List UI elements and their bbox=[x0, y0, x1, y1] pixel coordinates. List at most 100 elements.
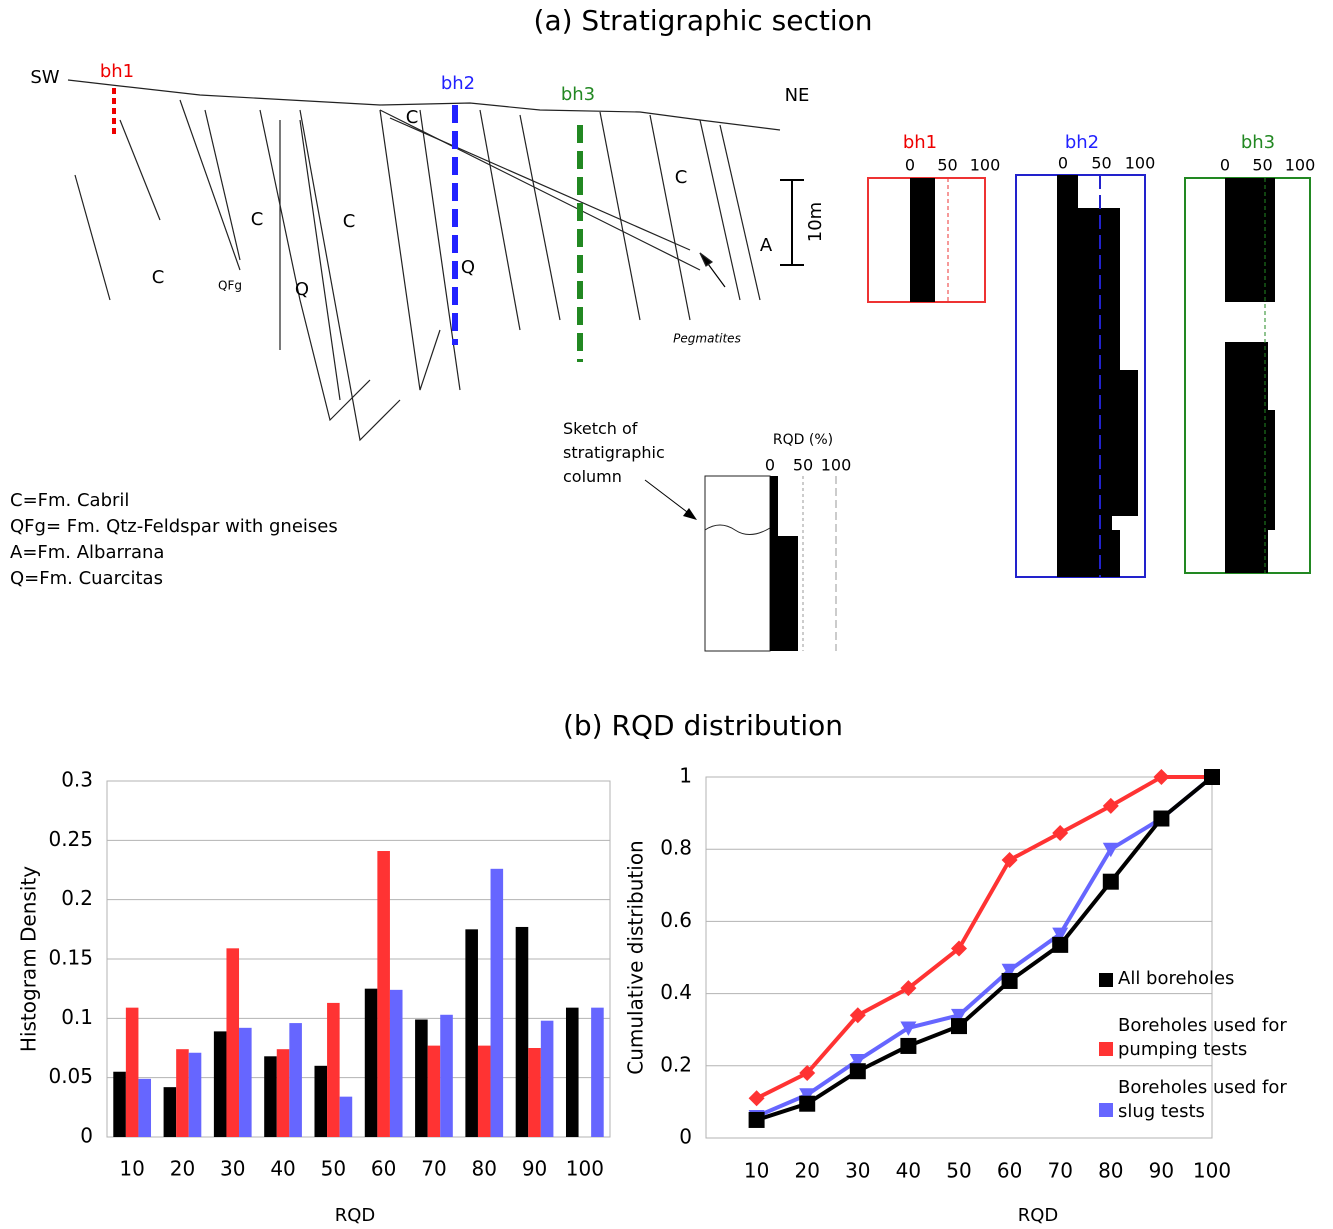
rqd-tick-label: 50 bbox=[1091, 154, 1111, 173]
unit-legend: C=Fm. Cabril bbox=[10, 490, 129, 511]
bar bbox=[226, 948, 240, 1137]
y-tick-label: 0.1 bbox=[61, 1005, 93, 1029]
unit-label: C bbox=[675, 167, 688, 188]
bar bbox=[188, 1052, 202, 1137]
bar bbox=[176, 1049, 189, 1137]
legend-label: Boreholes used for slug tests bbox=[1118, 1077, 1287, 1122]
x-tick-label: 10 bbox=[744, 1159, 769, 1183]
bar bbox=[276, 1049, 290, 1137]
bar bbox=[540, 1020, 554, 1137]
marker bbox=[1001, 852, 1018, 869]
line bbox=[755, 775, 1212, 1101]
bar bbox=[591, 1007, 604, 1137]
x-tick-label: 30 bbox=[220, 1157, 245, 1181]
y-tick-label: 0.2 bbox=[660, 1052, 692, 1076]
bar bbox=[213, 1031, 227, 1137]
unit-legend: QFg= Fm. Qtz-Feldspar with gneises bbox=[10, 516, 338, 537]
legend-label: All boreholes bbox=[1118, 968, 1235, 989]
unit-label: A bbox=[760, 235, 773, 256]
bar bbox=[125, 1007, 139, 1137]
marker bbox=[900, 980, 917, 997]
x-tick-label: 20 bbox=[794, 1159, 819, 1183]
bar bbox=[264, 1056, 277, 1137]
column-title: bh2 bbox=[1065, 132, 1099, 153]
bar bbox=[528, 1048, 541, 1137]
marker bbox=[900, 1037, 917, 1054]
x-tick-label: 100 bbox=[566, 1157, 604, 1181]
marker bbox=[1204, 769, 1220, 785]
x-tick-label: 50 bbox=[321, 1157, 346, 1181]
x-tick-label: 60 bbox=[371, 1157, 396, 1181]
bar bbox=[339, 1096, 353, 1137]
bar bbox=[440, 1014, 453, 1137]
unit-legend: A=Fm. Albarrana bbox=[10, 542, 164, 563]
x-tick-label: 80 bbox=[1098, 1159, 1123, 1183]
legend-marker bbox=[1099, 1042, 1113, 1056]
y-tick-label: 1 bbox=[679, 764, 692, 788]
rqd-axis-label: RQD (%) bbox=[773, 432, 833, 448]
column-title: bh1 bbox=[903, 132, 937, 153]
marker bbox=[1102, 797, 1119, 814]
rqd-tick-label: 100 bbox=[821, 456, 852, 475]
x-axis-label: RQD bbox=[1018, 1205, 1059, 1226]
x-tick-label: 70 bbox=[1047, 1159, 1072, 1183]
y-tick-label: 0.25 bbox=[48, 827, 93, 851]
marker bbox=[951, 940, 967, 957]
unit-legend: Q=Fm. Cuarcitas bbox=[10, 568, 163, 589]
legend-marker bbox=[1099, 1103, 1113, 1117]
direction-label: SW bbox=[30, 67, 59, 88]
marker bbox=[748, 1090, 765, 1107]
marker bbox=[799, 1095, 816, 1112]
marker bbox=[799, 1065, 816, 1082]
marker bbox=[1052, 927, 1069, 943]
x-tick-label: 90 bbox=[522, 1157, 547, 1181]
marker bbox=[1153, 769, 1170, 785]
rqd-tick-label: 100 bbox=[1125, 154, 1156, 173]
bar bbox=[389, 989, 403, 1137]
unit-label: Q bbox=[295, 279, 309, 300]
bar bbox=[515, 926, 529, 1137]
bar bbox=[327, 1002, 340, 1137]
unit-label: Q bbox=[461, 257, 475, 278]
bar bbox=[490, 868, 504, 1137]
marker bbox=[849, 1007, 866, 1024]
y-tick-label: 0 bbox=[679, 1125, 692, 1149]
y-tick-label: 0.2 bbox=[61, 886, 93, 910]
rqd-tick-label: 0 bbox=[905, 156, 915, 175]
y-tick-label: 0 bbox=[80, 1124, 93, 1148]
x-tick-label: 90 bbox=[1149, 1159, 1174, 1183]
rqd-tick-label: 0 bbox=[1058, 154, 1068, 173]
rqd-tick-label: 100 bbox=[970, 156, 1001, 175]
rqd-tick-label: 0 bbox=[765, 456, 775, 475]
marker bbox=[1001, 972, 1018, 989]
bar bbox=[427, 1045, 441, 1137]
marker bbox=[1052, 936, 1069, 953]
legend-marker bbox=[1099, 973, 1113, 987]
bar bbox=[364, 988, 378, 1137]
unit-label: C bbox=[343, 211, 356, 232]
bar bbox=[163, 1087, 177, 1137]
marker bbox=[849, 1053, 866, 1069]
x-tick-label: 80 bbox=[472, 1157, 497, 1181]
bar bbox=[415, 1019, 428, 1137]
marker bbox=[1102, 842, 1119, 858]
plot-frame bbox=[106, 780, 611, 1138]
y-tick-label: 0.3 bbox=[61, 768, 93, 792]
bar bbox=[377, 851, 390, 1137]
x-tick-label: 10 bbox=[119, 1157, 144, 1181]
x-tick-label: 20 bbox=[170, 1157, 195, 1181]
y-axis-label: Cumulative distribution bbox=[624, 840, 648, 1074]
x-tick-label: 40 bbox=[270, 1157, 295, 1181]
marker bbox=[1052, 824, 1069, 841]
x-tick-label: 30 bbox=[845, 1159, 870, 1183]
bar bbox=[314, 1065, 328, 1137]
x-tick-label: 70 bbox=[421, 1157, 446, 1181]
bar bbox=[239, 1027, 252, 1137]
bar bbox=[565, 1007, 579, 1137]
section-title: (a) Stratigraphic section bbox=[534, 4, 873, 37]
borehole-columns bbox=[867, 174, 1311, 578]
bar bbox=[113, 1071, 126, 1137]
line bbox=[755, 775, 1214, 1119]
